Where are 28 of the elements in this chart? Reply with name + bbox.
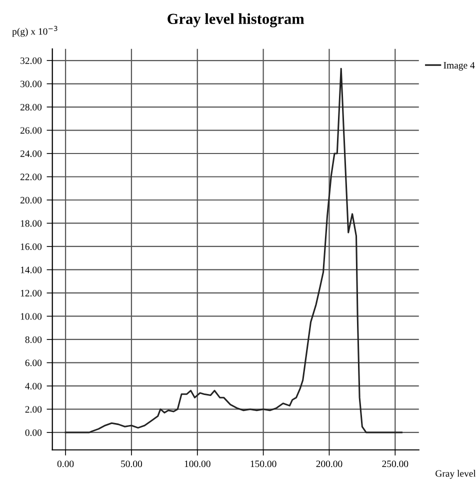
y-tick-label: 12.00 xyxy=(20,290,42,296)
x-tick-label: 0.00 xyxy=(57,460,74,468)
line-series xyxy=(64,68,403,434)
y-tick-label: 14.00 xyxy=(20,266,42,274)
y-tick-label: 22.00 xyxy=(20,174,42,180)
x-tick-label: 200.00 xyxy=(316,460,342,468)
y-tick-label: 30.00 xyxy=(20,80,42,88)
y-tick-label: 0.00 xyxy=(25,429,42,436)
y-tick-label: 2.00 xyxy=(25,406,42,413)
y-axis-title: p(g) x 10$^{−3}$ xyxy=(12,26,58,37)
y-tick-label: 4.00 xyxy=(25,382,42,390)
x-tick-label: 150.00 xyxy=(250,460,276,468)
y-tick-label: 6.00 xyxy=(25,360,42,366)
y-tick-label: 32.00 xyxy=(20,57,42,64)
x-tick-label: 100.00 xyxy=(184,460,210,468)
x-tick-label: 50.00 xyxy=(121,460,142,468)
y-tick-label: 26.00 xyxy=(20,127,42,134)
y-tick-label: 18.00 xyxy=(20,220,42,227)
y-tick-label: 8.00 xyxy=(25,336,42,343)
y-tick-label: 28.00 xyxy=(20,104,42,111)
x-tick-label: 250.00 xyxy=(382,460,408,468)
y-tick-label: 16.00 xyxy=(20,243,42,250)
y-tick-label: 10.00 xyxy=(20,313,42,320)
y-tick-label: 24.00 xyxy=(20,150,42,158)
legend-label: Image 4 xyxy=(444,62,475,71)
chart-title: Gray level histogram xyxy=(168,13,304,28)
x-axis-title: Gray level xyxy=(436,470,476,479)
y-tick-label: 20.00 xyxy=(20,196,42,204)
